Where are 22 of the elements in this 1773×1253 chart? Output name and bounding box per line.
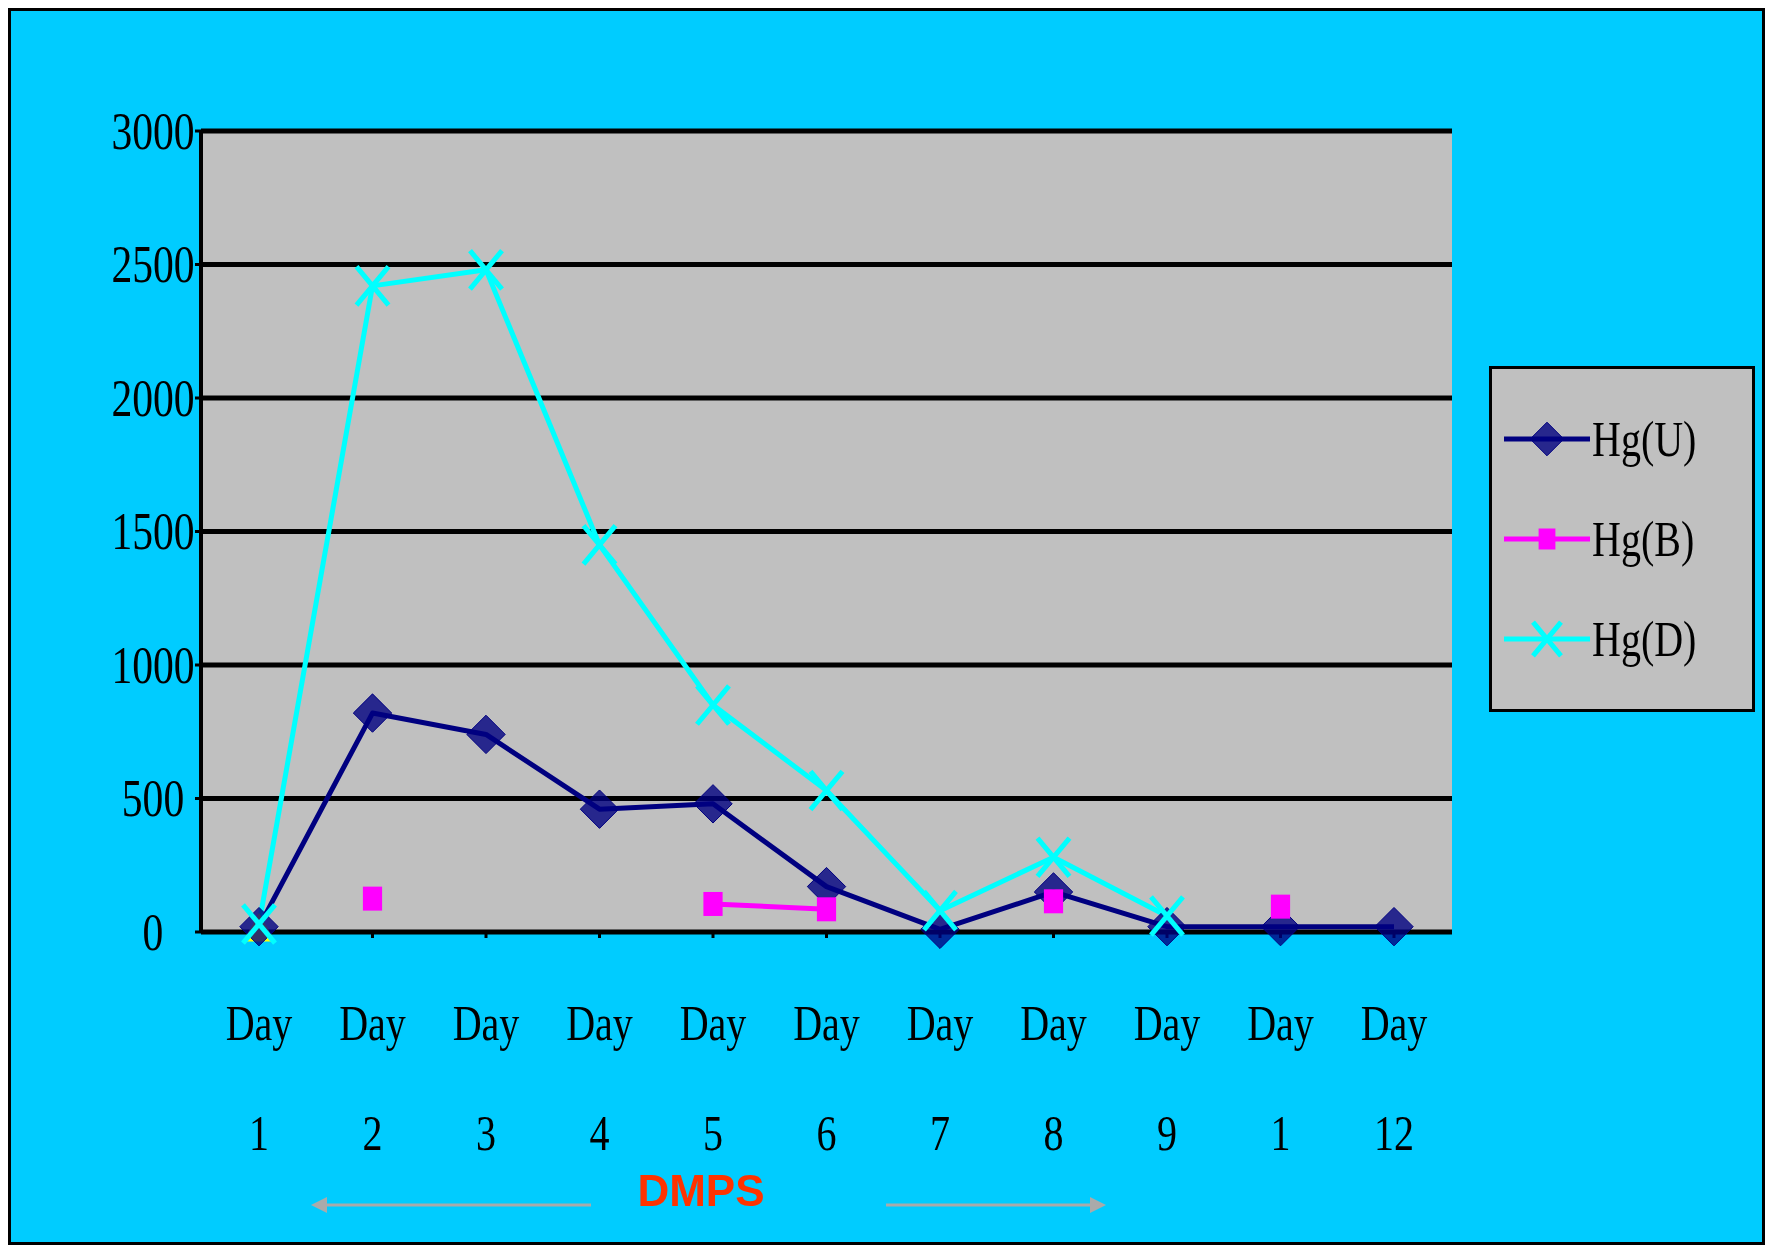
y-tick-label: 3000: [111, 102, 195, 161]
x-tick-label: Day 2: [339, 995, 407, 1162]
y-tick-label: 1500: [111, 503, 195, 561]
legend-label: Hg(D): [1592, 610, 1697, 668]
y-tick-label: 2000: [111, 369, 195, 428]
y-tick-label: 0: [142, 903, 164, 962]
x-tick-label: Day 6: [793, 995, 861, 1162]
text: DMPS: [636, 1166, 766, 1216]
y-tick-label: 500: [121, 770, 185, 828]
x-tick-label: Day 7: [906, 995, 974, 1162]
x-tick-label: Day 12: [1360, 995, 1428, 1162]
x-tick-label: Day 9: [1133, 995, 1201, 1162]
x-tick-label: Day 1: [1247, 995, 1315, 1162]
legend-label: Hg(U): [1592, 410, 1697, 468]
x-tick-label: Day 3: [452, 995, 520, 1162]
x-tick-label: Day 8: [1020, 995, 1088, 1162]
y-tick-label: 1000: [111, 636, 195, 695]
legend-label: Hg(B): [1592, 510, 1695, 568]
x-tick-label: Day 4: [566, 995, 634, 1162]
x-tick-label: Day 5: [679, 995, 747, 1162]
x-tick-label: Day 1: [225, 995, 293, 1162]
y-tick-label: 2500: [111, 236, 195, 294]
